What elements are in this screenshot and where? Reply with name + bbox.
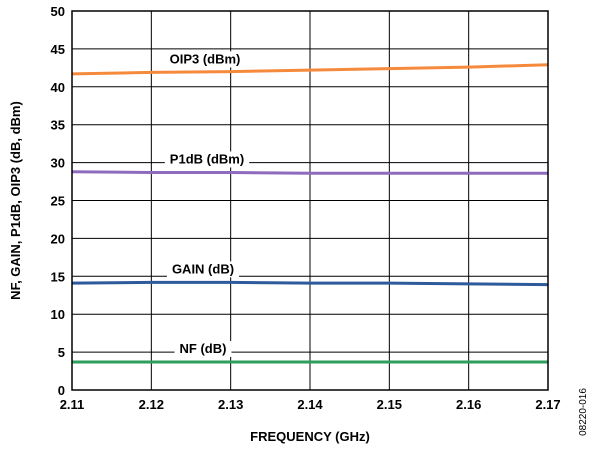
series-line bbox=[71, 280, 549, 287]
x-tick-label: 2.13 bbox=[218, 397, 243, 412]
series-label: OIP3 (dBm) bbox=[170, 51, 241, 66]
x-tick-label: 2.14 bbox=[297, 397, 323, 412]
y-tick-label: 35 bbox=[51, 118, 65, 133]
series-label-background bbox=[166, 261, 240, 278]
series-label-background bbox=[174, 340, 232, 357]
y-tick-label: 50 bbox=[51, 4, 65, 19]
y-axis-title: NF, GAIN, P1dB, OIP3 (dB, dBm) bbox=[8, 101, 23, 300]
series-label: P1dB (dBm) bbox=[170, 151, 244, 166]
series-label-background bbox=[164, 51, 246, 68]
y-tick-label: 30 bbox=[51, 156, 65, 171]
y-tick-labels: 0 5 10 15 20 25 30 35 40 45 50 bbox=[51, 4, 65, 398]
figure-code: 08220-016 bbox=[578, 388, 589, 436]
series-label: GAIN (dB) bbox=[172, 261, 234, 276]
y-tick-label: 10 bbox=[51, 307, 65, 322]
series-line bbox=[71, 63, 549, 76]
x-axis-title: FREQUENCY (GHz) bbox=[250, 429, 370, 444]
plot-frame bbox=[71, 10, 549, 391]
x-tick-label: 2.17 bbox=[535, 397, 560, 412]
y-tick-label: 45 bbox=[51, 42, 65, 57]
y-tick-label: 40 bbox=[51, 80, 65, 95]
x-tick-label: 2.15 bbox=[377, 397, 402, 412]
series-labels: OIP3 (dBm) P1dB (dBm) GAIN (dB) NF (dB) bbox=[164, 51, 250, 357]
y-tick-label: 0 bbox=[58, 383, 65, 398]
x-tick-label: 2.11 bbox=[60, 397, 85, 412]
x-tick-label: 2.12 bbox=[139, 397, 164, 412]
series-label-background bbox=[164, 151, 250, 168]
grid-lines bbox=[72, 11, 548, 390]
y-tick-label: 15 bbox=[51, 269, 65, 284]
x-tick-label: 2.16 bbox=[456, 397, 481, 412]
y-tick-label: 20 bbox=[51, 231, 65, 246]
x-tick-labels: 2.11 2.12 2.13 2.14 2.15 2.16 2.17 bbox=[60, 397, 561, 412]
series-lines bbox=[71, 63, 549, 364]
series-line bbox=[71, 170, 548, 175]
series-label: NF (dB) bbox=[180, 341, 227, 356]
y-tick-label: 25 bbox=[51, 194, 65, 209]
y-tick-label: 5 bbox=[58, 345, 65, 360]
